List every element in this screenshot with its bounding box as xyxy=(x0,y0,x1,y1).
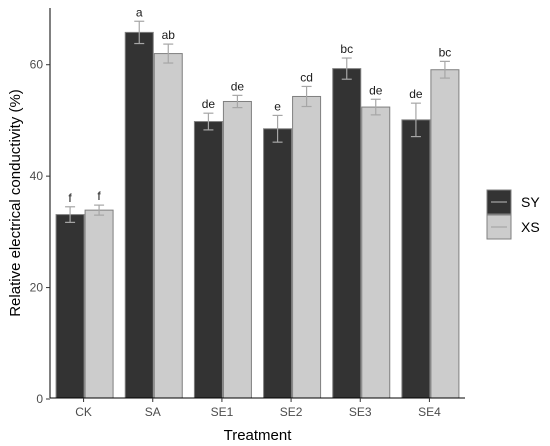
y-ticks-group: 0 20 40 60 xyxy=(30,58,50,406)
bar-xs-se2 xyxy=(292,95,322,399)
bars-group xyxy=(55,31,460,399)
error-bar xyxy=(410,102,421,138)
bar-sy-se4 xyxy=(401,119,431,399)
legend-label: XS xyxy=(521,219,540,235)
bar-xs-se3 xyxy=(361,106,391,399)
legend-label: SY xyxy=(521,194,540,210)
error-bars-group xyxy=(65,20,450,223)
x-tick-label: SA xyxy=(145,405,161,419)
y-tick-label: 20 xyxy=(30,281,44,295)
error-bar xyxy=(134,20,145,45)
bar-xs-se1 xyxy=(222,100,252,399)
significance-label: de xyxy=(202,97,216,111)
bar-xs-sa xyxy=(153,53,183,399)
bar-sy-ck xyxy=(55,214,85,399)
x-tick-label: SE3 xyxy=(349,405,372,419)
error-bar xyxy=(301,85,312,108)
error-bar xyxy=(232,94,243,109)
x-tick-label: SE1 xyxy=(211,405,234,419)
y-tick-label: 40 xyxy=(30,169,44,183)
significance-label: ab xyxy=(162,28,176,42)
bar-sy-se3 xyxy=(332,68,362,399)
axes-group xyxy=(49,8,465,399)
bar-sy-sa xyxy=(124,31,154,399)
x-tick-label: SE4 xyxy=(418,405,441,419)
error-bar xyxy=(163,43,174,64)
significance-label: de xyxy=(231,79,245,93)
x-tick-label: CK xyxy=(75,405,92,419)
bar-xs-se4 xyxy=(430,69,460,399)
error-bar xyxy=(65,206,76,223)
error-bar xyxy=(439,60,450,79)
significance-label: bc xyxy=(439,45,452,59)
error-bar xyxy=(272,114,283,143)
error-bar xyxy=(203,112,214,131)
significance-label: de xyxy=(369,83,383,97)
significance-labels-group: f f a ab de de e cd bc de de bc xyxy=(68,5,451,205)
legend: SY XS xyxy=(486,189,540,240)
bar-sy-se2 xyxy=(263,128,293,399)
y-axis-title: Relative electrical conductivity (%) xyxy=(7,89,24,317)
significance-label: cd xyxy=(300,70,313,84)
significance-label: e xyxy=(274,99,281,113)
significance-label: bc xyxy=(340,42,353,56)
legend-item-sy: SY xyxy=(486,189,540,215)
x-ticks-group: CK SA SE1 SE2 SE3 SE4 xyxy=(75,398,441,419)
x-tick-label: SE2 xyxy=(280,405,303,419)
y-tick-label: 0 xyxy=(36,392,43,406)
error-bar xyxy=(94,204,105,216)
legend-item-xs: XS xyxy=(486,214,540,240)
error-bar xyxy=(370,98,381,116)
bar-xs-ck xyxy=(84,209,114,399)
x-axis-title: Treatment xyxy=(224,427,293,444)
significance-label: f xyxy=(68,191,72,205)
y-tick-label: 60 xyxy=(30,58,44,72)
significance-label: a xyxy=(136,5,143,19)
significance-label: de xyxy=(409,87,423,101)
significance-label: f xyxy=(97,189,101,203)
bar-sy-se1 xyxy=(193,121,223,399)
error-bar xyxy=(341,57,352,80)
